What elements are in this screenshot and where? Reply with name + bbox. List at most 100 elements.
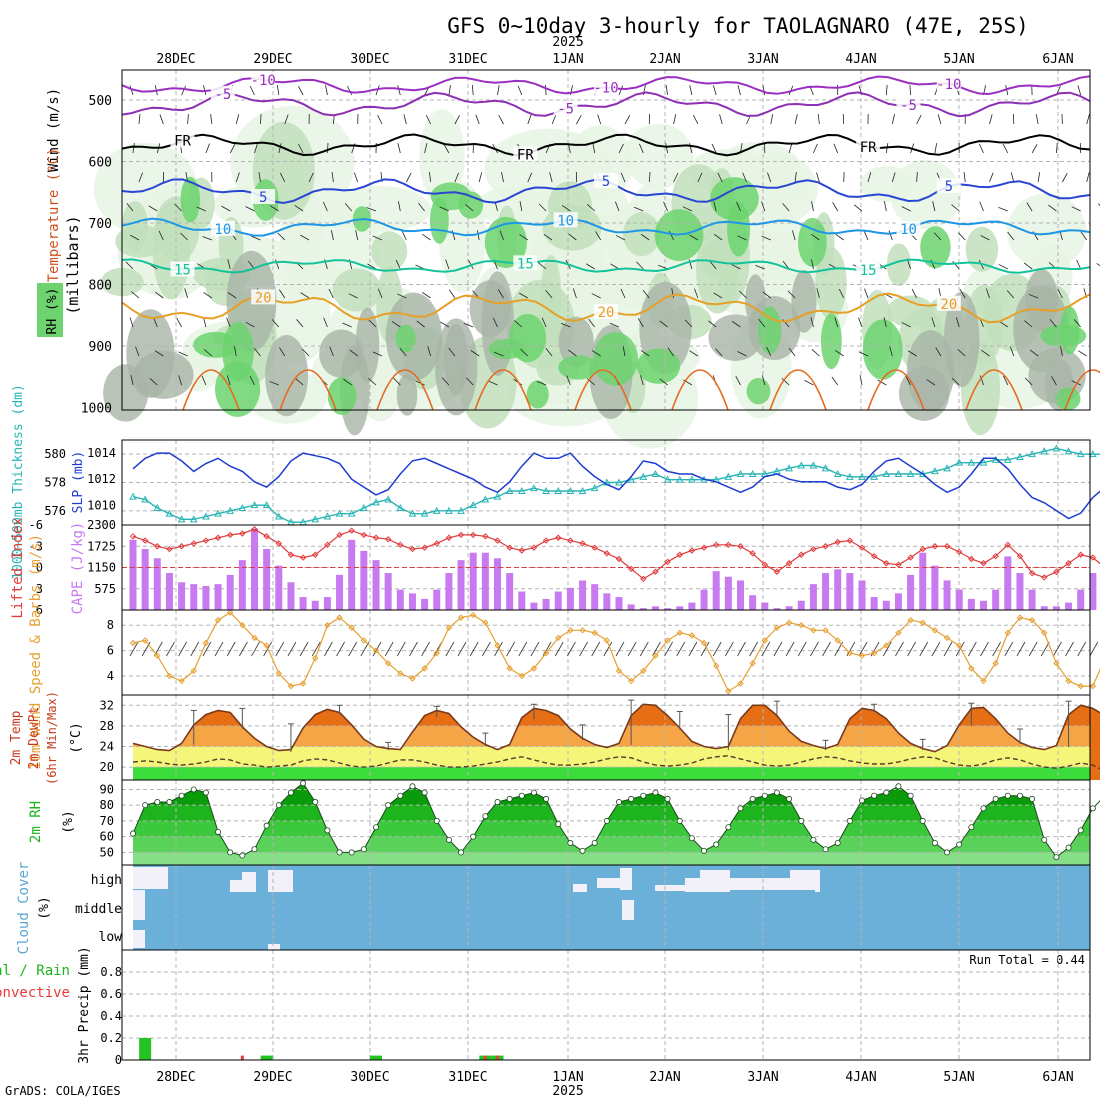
upper-wind-barb bbox=[934, 143, 938, 154]
upper-wind-barb bbox=[667, 347, 674, 357]
upper-wind-barb bbox=[782, 203, 790, 212]
thickness-marker bbox=[809, 461, 818, 469]
lifted-index-marker bbox=[421, 544, 428, 551]
upper-wind-barb bbox=[909, 84, 911, 96]
thickness-marker bbox=[748, 469, 757, 477]
wind-speed-marker bbox=[943, 634, 951, 642]
thickness-marker bbox=[384, 495, 392, 503]
upper-wind-barb bbox=[568, 349, 577, 357]
thickness-marker bbox=[639, 472, 648, 480]
surface-isotherm bbox=[574, 369, 632, 411]
wind-speed-marker bbox=[409, 675, 416, 682]
upper-wind-barb bbox=[566, 375, 571, 386]
wind-barb bbox=[202, 641, 212, 657]
rh-shade-gray bbox=[396, 374, 418, 416]
upper-wind-barb bbox=[346, 85, 353, 96]
upper-wind-barb bbox=[1076, 259, 1082, 270]
top-day-label: 6JAN bbox=[1042, 52, 1073, 67]
isotherm-line bbox=[121, 258, 1091, 274]
wind-speed-marker bbox=[299, 680, 307, 687]
rh-marker bbox=[1053, 854, 1060, 861]
isotherm-label-bg bbox=[251, 71, 276, 87]
upper-wind-barb bbox=[501, 172, 504, 183]
upper-wind-barb bbox=[1028, 293, 1039, 299]
li-tick-label: 3 bbox=[36, 582, 43, 596]
upper-wind-barb bbox=[636, 261, 644, 270]
wind-barb bbox=[166, 641, 175, 657]
rh-shade-green bbox=[215, 361, 261, 417]
lifted-index-marker bbox=[397, 541, 404, 549]
isotherm-label: 15 bbox=[860, 263, 877, 279]
upper-wind-barb bbox=[441, 377, 450, 386]
upper-wind-barb bbox=[883, 201, 887, 212]
upper-wind-barb bbox=[858, 317, 863, 328]
isotherm-label: 10 bbox=[214, 222, 231, 238]
isotherm-label-bg bbox=[513, 146, 538, 162]
cape-bar bbox=[530, 602, 538, 610]
rh-marker bbox=[312, 799, 319, 806]
rh-shade-gray bbox=[435, 318, 478, 416]
upper-wind-barb bbox=[235, 172, 240, 183]
lifted-index-marker bbox=[725, 541, 732, 549]
pressure-tick-label: 1000 bbox=[81, 402, 112, 417]
surface-isotherm bbox=[474, 369, 532, 411]
isotherm-label-bg bbox=[594, 303, 618, 319]
rh-shade-gray bbox=[906, 330, 955, 412]
upper-wind-barb bbox=[513, 320, 523, 328]
cape-bar bbox=[700, 589, 708, 610]
wind-barb bbox=[482, 641, 491, 657]
rh-marker bbox=[786, 795, 793, 802]
wind-barb bbox=[615, 641, 625, 657]
wind-barb bbox=[287, 641, 297, 657]
wind-speed-marker bbox=[312, 655, 319, 662]
upper-wind-barb bbox=[1006, 290, 1015, 299]
upper-wind-barb bbox=[1056, 143, 1058, 154]
upper-wind-barb bbox=[963, 172, 966, 183]
upper-wind-barb bbox=[736, 201, 741, 212]
upper-wind-barb bbox=[280, 172, 286, 183]
lifted-index-marker bbox=[810, 545, 817, 553]
lifted-index-marker bbox=[992, 552, 999, 560]
thickness-marker bbox=[821, 464, 830, 472]
rh-tick-label: 50 bbox=[100, 845, 114, 859]
surface-isotherm bbox=[671, 369, 729, 411]
thickness-marker bbox=[1076, 450, 1085, 458]
bottom-day-label: 1JAN bbox=[552, 1070, 583, 1085]
wind-panel: 4 6 8 10m Wind Speed & Barbs (m/s) bbox=[28, 534, 1100, 770]
upper-wind-barb bbox=[637, 318, 644, 328]
rh-marker bbox=[239, 852, 246, 859]
wind-speed-marker bbox=[542, 649, 550, 657]
cape-bar bbox=[1089, 573, 1097, 610]
cape-bar bbox=[943, 580, 951, 610]
upper-wind-barb bbox=[308, 172, 314, 183]
cape-tick-label: 575 bbox=[94, 582, 116, 596]
upper-wind-barb bbox=[999, 321, 1009, 328]
isotherm-label-bg bbox=[210, 85, 235, 101]
upper-wind-barb bbox=[187, 114, 189, 125]
upper-wind-barb bbox=[284, 114, 289, 125]
ylabel-thickness: 1000~500mb Thickness (dm) bbox=[11, 384, 26, 580]
upper-wind-barb bbox=[1002, 143, 1009, 154]
upper-wind-barb bbox=[1096, 263, 1100, 267]
rh-tick-label: 90 bbox=[100, 782, 114, 796]
isotherm-label-bg bbox=[553, 212, 578, 228]
wind-barb bbox=[445, 641, 455, 657]
upper-wind-barb bbox=[178, 351, 188, 357]
wind-barb bbox=[785, 641, 795, 657]
thickness-marker bbox=[833, 469, 842, 477]
upper-wind-barb bbox=[229, 144, 236, 154]
upper-wind-barb bbox=[859, 375, 863, 386]
upper-wind-barb bbox=[640, 375, 644, 386]
surface-isotherm bbox=[279, 369, 337, 411]
rh-shade-mid bbox=[371, 231, 408, 271]
lifted-index-marker bbox=[798, 551, 805, 558]
wind-speed-marker bbox=[931, 627, 939, 634]
top-year-label: 2025 bbox=[552, 35, 583, 50]
upper-wind-barb bbox=[471, 85, 474, 96]
rh-marker bbox=[628, 795, 635, 802]
rh-marker bbox=[275, 802, 282, 809]
upper-wind-barb bbox=[538, 262, 547, 270]
wind-speed-marker bbox=[579, 627, 586, 634]
upper-wind-barb bbox=[888, 230, 893, 241]
lifted-index-marker bbox=[312, 551, 319, 558]
